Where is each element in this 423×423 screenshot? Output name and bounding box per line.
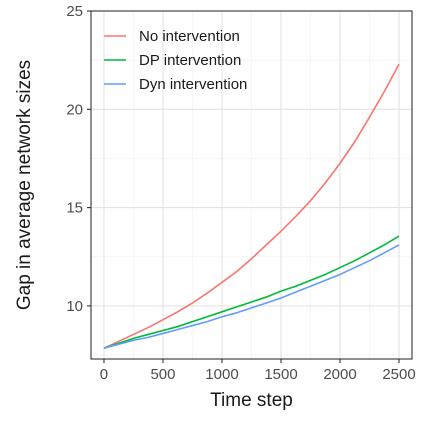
y-axis-title: Gap in average network sizes <box>14 60 35 310</box>
plot-border <box>90 10 413 360</box>
legend: No intervention DP intervention Dyn interv… <box>104 28 247 93</box>
y-axis: 10 15 20 25 <box>66 3 91 315</box>
series-line-1 <box>103 63 400 349</box>
y-tick-label: 25 <box>66 3 83 20</box>
x-tick-label: 2000 <box>323 366 356 383</box>
legend-label: Dyn intervention <box>139 76 247 93</box>
series-line-3 <box>103 244 400 349</box>
x-tick-label: 0 <box>100 366 108 383</box>
y-tick-label: 20 <box>66 101 83 118</box>
series-lines <box>103 63 400 349</box>
x-tick-label: 2500 <box>382 366 415 383</box>
y-tick-label: 15 <box>66 200 83 217</box>
x-axis-title: Time step <box>210 390 293 411</box>
x-tick-label: 1500 <box>264 366 297 383</box>
series-line-2 <box>103 235 400 349</box>
x-tick-label: 1000 <box>205 366 238 383</box>
x-tick-label: 500 <box>150 366 175 383</box>
legend-label: No intervention <box>139 28 240 45</box>
legend-label: DP intervention <box>139 52 241 69</box>
x-axis: 0 500 1000 1500 2000 2500 <box>100 359 416 383</box>
y-tick-label: 10 <box>66 298 83 315</box>
